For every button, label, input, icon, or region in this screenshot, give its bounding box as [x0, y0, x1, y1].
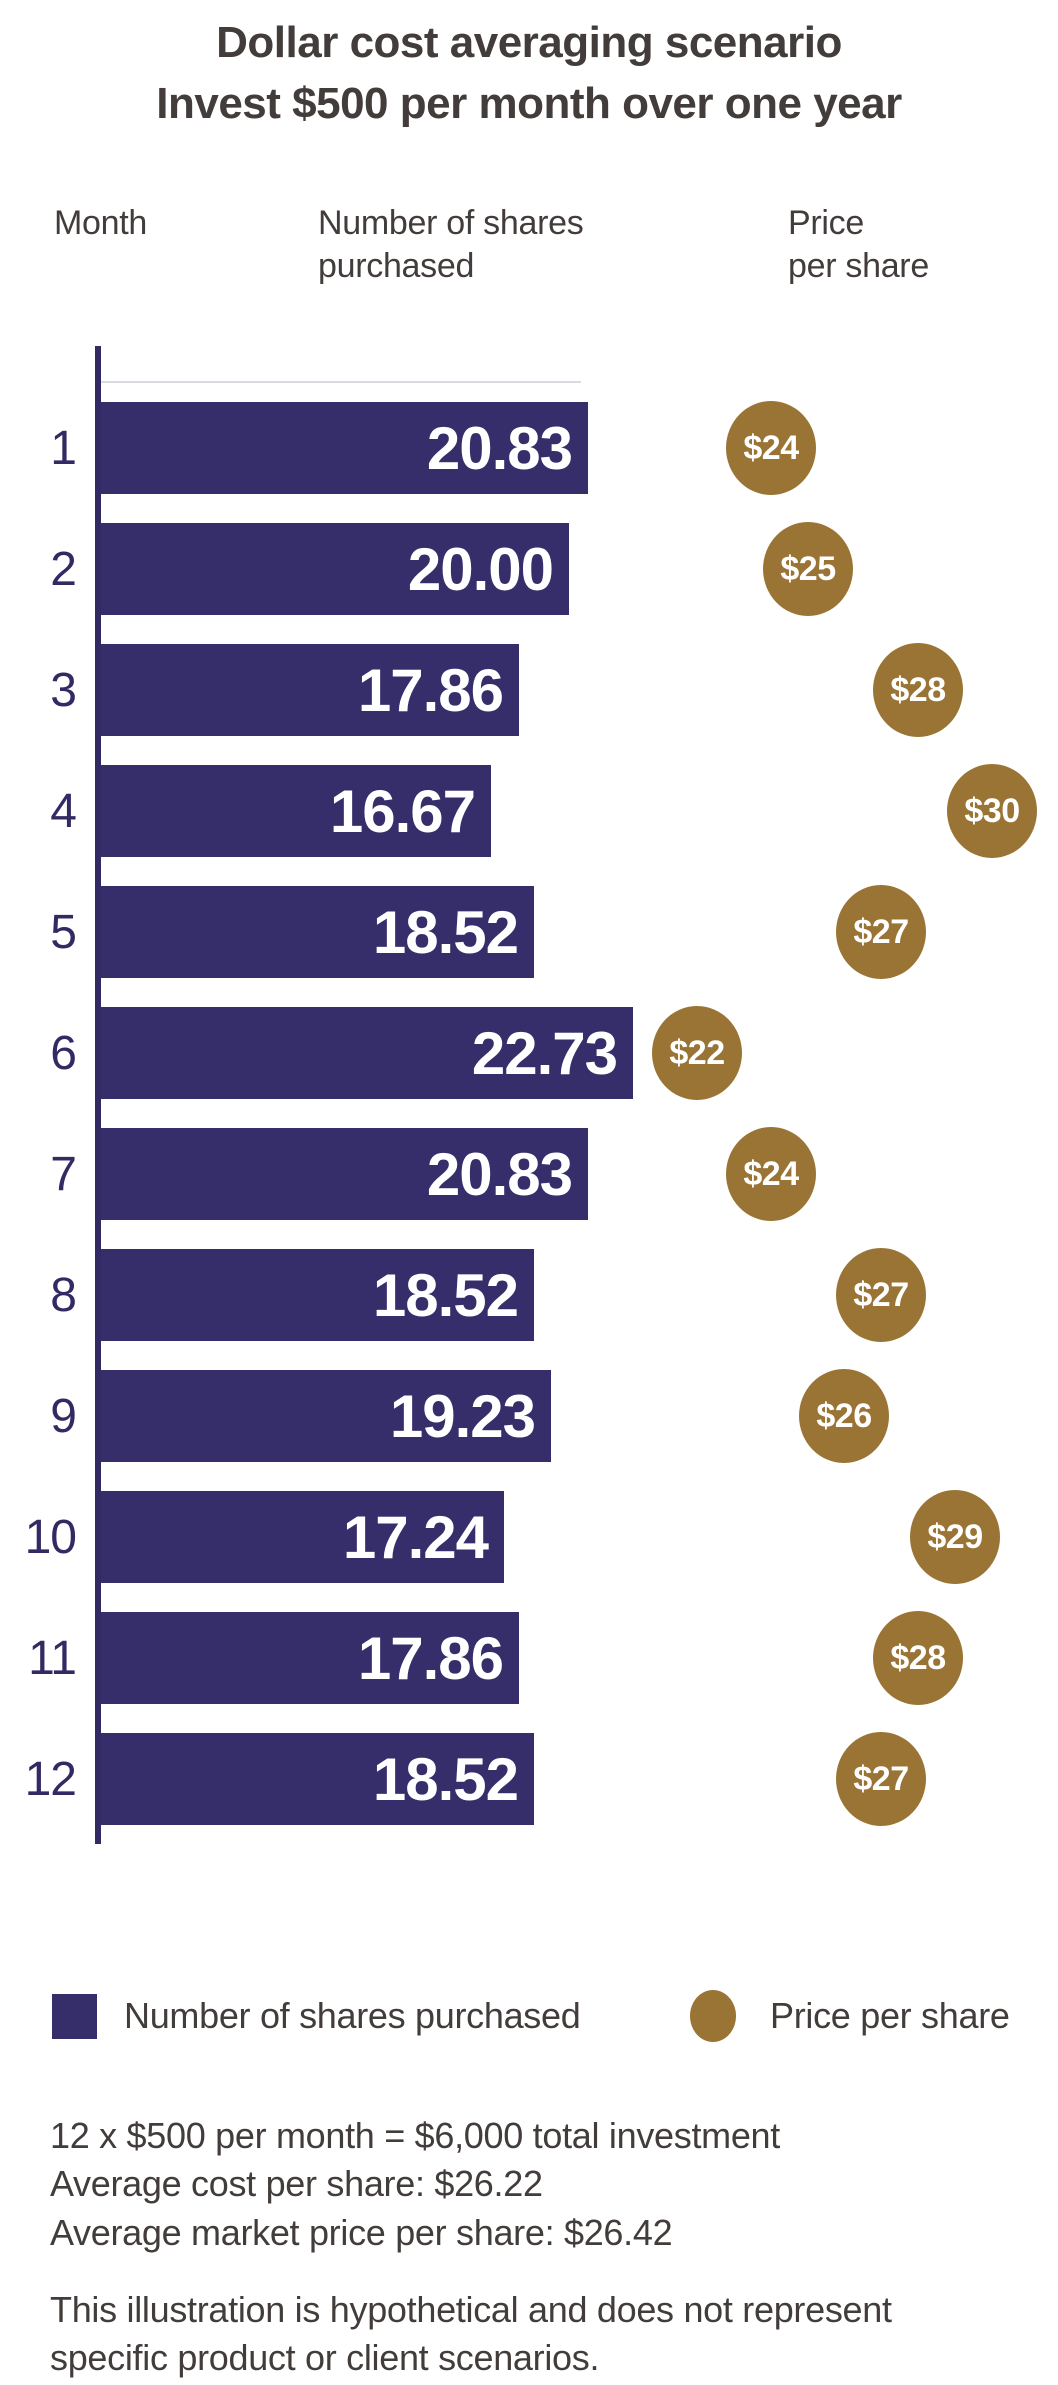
month-label: 10	[24, 1510, 77, 1564]
price-circle-label: $27	[853, 912, 909, 951]
footer-average-market-price: Average market price per share: $26.42	[50, 2212, 673, 2253]
price-circle-label: $25	[780, 549, 836, 588]
shares-bar: 18.52	[101, 1733, 534, 1825]
price-circle: $28	[873, 1611, 963, 1705]
price-circle: $24	[726, 401, 816, 495]
legend-price-dot-icon	[690, 1990, 736, 2042]
shares-value-label: 20.00	[407, 535, 554, 603]
month-label: 7	[50, 1147, 77, 1201]
month-label: 12	[24, 1752, 77, 1806]
price-circle: $22	[652, 1006, 742, 1100]
price-circle: $27	[836, 1248, 926, 1342]
price-circle: $24	[726, 1127, 816, 1221]
shares-bar: 18.52	[101, 1249, 534, 1341]
shares-bar: 16.67	[101, 765, 491, 857]
price-circle: $25	[763, 522, 853, 616]
price-circle-label: $22	[669, 1033, 725, 1072]
chart-title: Dollar cost averaging scenario Invest $5…	[0, 12, 1058, 134]
price-circle-label: $28	[890, 1638, 946, 1677]
month-label: 6	[50, 1026, 77, 1080]
shares-value-label: 18.52	[372, 898, 519, 966]
price-circle-label: $27	[853, 1275, 909, 1314]
month-label: 8	[50, 1268, 77, 1322]
shares-bar: 20.00	[101, 523, 569, 615]
column-header-shares: Number of shares purchased	[318, 204, 584, 285]
price-circle-label: $30	[964, 791, 1020, 830]
footer-average-cost: Average cost per share: $26.22	[50, 2163, 543, 2204]
month-label: 9	[50, 1389, 77, 1443]
shares-value-label: 17.86	[357, 656, 504, 724]
shares-bar: 19.23	[101, 1370, 551, 1462]
month-label: 5	[50, 905, 77, 959]
month-label: 4	[50, 784, 77, 838]
price-circle: $29	[910, 1490, 1000, 1584]
price-circle: $27	[836, 1732, 926, 1826]
price-circle-label: $29	[927, 1517, 983, 1556]
price-circle-label: $24	[743, 1154, 799, 1193]
shares-bar: 20.83	[101, 1128, 588, 1220]
top-gridline	[101, 381, 581, 383]
legend-price-label: Price per share	[770, 1995, 1010, 2036]
shares-value-label: 20.83	[426, 1140, 573, 1208]
shares-bar: 17.24	[101, 1491, 504, 1583]
price-circle: $26	[799, 1369, 889, 1463]
month-label: 1	[50, 421, 77, 475]
shares-bar: 17.86	[101, 1612, 519, 1704]
column-header-price: Price per share	[788, 204, 929, 285]
footer-total-investment: 12 x $500 per month = $6,000 total inves…	[50, 2115, 780, 2156]
price-circle: $30	[947, 764, 1037, 858]
shares-bar: 17.86	[101, 644, 519, 736]
bar-chart: 1 20.83 $24 2 20.00 $25 3 17.86 $28 4 16.67 $30 5 18.…	[24, 346, 1037, 1844]
shares-bar: 22.73	[101, 1007, 633, 1099]
price-circle-label: $28	[890, 670, 946, 709]
column-header-month: Month	[54, 204, 147, 242]
price-circle: $27	[836, 885, 926, 979]
disclaimer-text: This illustration is hypothetical and do…	[50, 2289, 892, 2378]
chart-title-line2: Invest $500 per month over one year	[156, 79, 902, 128]
shares-value-label: 17.24	[342, 1503, 489, 1571]
shares-value-label: 18.52	[372, 1745, 519, 1813]
shares-value-label: 22.73	[471, 1019, 618, 1087]
shares-value-label: 16.67	[329, 777, 476, 845]
price-circle-label: $24	[743, 428, 799, 467]
price-circle: $28	[873, 643, 963, 737]
shares-value-label: 17.86	[357, 1624, 504, 1692]
shares-bar: 18.52	[101, 886, 534, 978]
y-axis-line	[95, 346, 101, 1844]
shares-bar: 20.83	[101, 402, 588, 494]
price-circle-label: $26	[816, 1396, 872, 1435]
month-label: 3	[50, 663, 77, 717]
shares-value-label: 19.23	[389, 1382, 536, 1450]
chart-title-line1: Dollar cost averaging scenario	[216, 18, 842, 67]
legend-shares-swatch	[52, 1994, 97, 2039]
month-label: 2	[50, 542, 77, 596]
price-circle-label: $27	[853, 1759, 909, 1798]
shares-value-label: 20.83	[426, 414, 573, 482]
shares-value-label: 18.52	[372, 1261, 519, 1329]
legend-shares-label: Number of shares purchased	[124, 1995, 581, 2036]
month-label: 11	[28, 1631, 77, 1685]
